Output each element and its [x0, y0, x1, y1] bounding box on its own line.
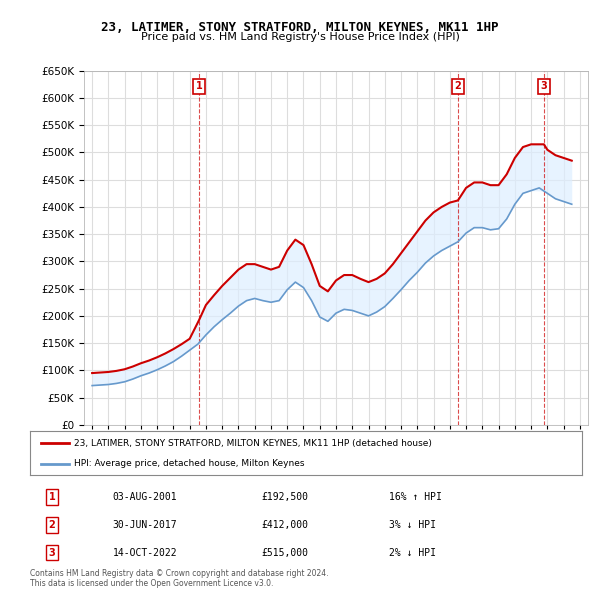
- Text: 2: 2: [49, 520, 55, 530]
- Text: £412,000: £412,000: [262, 520, 309, 530]
- Text: £515,000: £515,000: [262, 548, 309, 558]
- Text: 23, LATIMER, STONY STRATFORD, MILTON KEYNES, MK11 1HP: 23, LATIMER, STONY STRATFORD, MILTON KEY…: [101, 21, 499, 34]
- Text: 3: 3: [541, 81, 547, 91]
- Text: 1: 1: [196, 81, 202, 91]
- Text: 2: 2: [455, 81, 461, 91]
- Text: 16% ↑ HPI: 16% ↑ HPI: [389, 492, 442, 502]
- Text: 03-AUG-2001: 03-AUG-2001: [113, 492, 178, 502]
- Text: £192,500: £192,500: [262, 492, 309, 502]
- Text: 30-JUN-2017: 30-JUN-2017: [113, 520, 178, 530]
- Text: 3: 3: [49, 548, 55, 558]
- Text: 14-OCT-2022: 14-OCT-2022: [113, 548, 178, 558]
- Text: 1: 1: [49, 492, 55, 502]
- Text: 23, LATIMER, STONY STRATFORD, MILTON KEYNES, MK11 1HP (detached house): 23, LATIMER, STONY STRATFORD, MILTON KEY…: [74, 438, 432, 448]
- Text: This data is licensed under the Open Government Licence v3.0.: This data is licensed under the Open Gov…: [30, 579, 274, 588]
- Text: 2% ↓ HPI: 2% ↓ HPI: [389, 548, 436, 558]
- Text: 3% ↓ HPI: 3% ↓ HPI: [389, 520, 436, 530]
- Text: Contains HM Land Registry data © Crown copyright and database right 2024.: Contains HM Land Registry data © Crown c…: [30, 569, 329, 578]
- Text: HPI: Average price, detached house, Milton Keynes: HPI: Average price, detached house, Milt…: [74, 460, 305, 468]
- Text: Price paid vs. HM Land Registry's House Price Index (HPI): Price paid vs. HM Land Registry's House …: [140, 32, 460, 42]
